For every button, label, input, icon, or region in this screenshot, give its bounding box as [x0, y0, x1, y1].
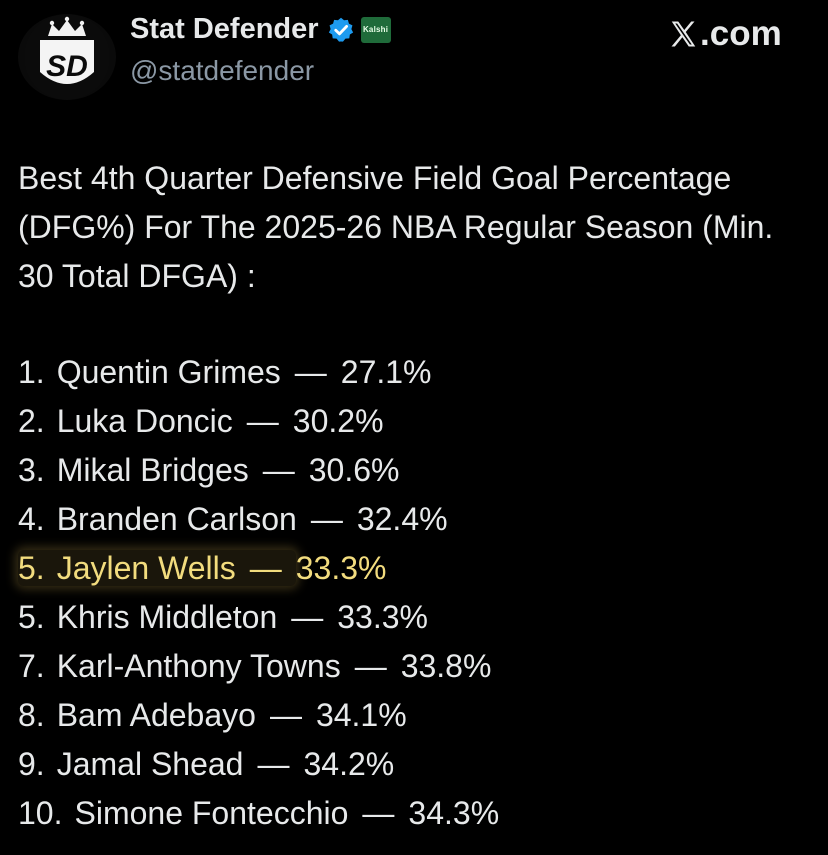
author-handle[interactable]: @statdefender [130, 55, 315, 86]
dfg-percentage: 27.1% [340, 354, 432, 390]
dfg-percentage: 34.3% [408, 795, 500, 831]
author-row: Stat Defender Kalshi [130, 13, 391, 46]
list-item: 10. Simone Fontecchio — 34.3% [18, 789, 499, 838]
player-name: Karl-Anthony Towns [56, 648, 341, 684]
highlight-span: 5. Jaylen Wells — [18, 550, 296, 586]
rank-number: 9. [18, 746, 45, 782]
list-item: 4. Branden Carlson — 32.4% [18, 495, 499, 544]
highlight-span: 2. Luka Doncic — [18, 403, 293, 439]
rank-number: 10. [18, 795, 63, 831]
highlight-span: 3. Mikal Bridges — [18, 452, 309, 488]
list-item: 3. Mikal Bridges — 30.6% [18, 446, 499, 495]
player-name: Jaylen Wells [56, 550, 236, 586]
highlight-span: 1. Quentin Grimes — [18, 354, 341, 390]
player-name: Jamal Shead [56, 746, 244, 782]
highlight-span: 8. Bam Adebayo — [18, 697, 316, 733]
player-name: Luka Doncic [56, 403, 233, 439]
rank-number: 5. [18, 599, 45, 635]
player-name: Bam Adebayo [56, 697, 256, 733]
player-name: Branden Carlson [56, 501, 297, 537]
separator-dash: — [294, 354, 327, 390]
dfg-percentage: 33.8% [400, 648, 492, 684]
separator-dash: — [362, 795, 395, 831]
avatar-logo: SD [24, 14, 110, 100]
highlight-span: 9. Jamal Shead — [18, 746, 303, 782]
list-item: 9. Jamal Shead — 34.2% [18, 740, 499, 789]
dfg-percentage: 33.3% [295, 550, 387, 586]
separator-dash: — [354, 648, 387, 684]
avatar-initials: SD [46, 50, 88, 83]
highlight-span: 4. Branden Carlson — [18, 501, 357, 537]
dfg-percentage: 34.1% [315, 697, 407, 733]
verified-badge-icon [328, 17, 353, 42]
rank-number: 7. [18, 648, 45, 684]
highlight-span: 5. Khris Middleton — [18, 599, 337, 635]
rank-number: 5. [18, 550, 45, 586]
highlight-span: 7. Karl-Anthony Towns — [18, 648, 401, 684]
separator-dash: — [262, 452, 295, 488]
dfg-percentage: 33.3% [337, 599, 428, 635]
crown-icon [48, 20, 86, 36]
separator-dash: — [291, 599, 324, 635]
separator-dash: — [257, 746, 290, 782]
dfg-percentage: 32.4% [356, 501, 448, 537]
player-name: Quentin Grimes [56, 354, 281, 390]
list-item: 2. Luka Doncic — 30.2% [18, 397, 499, 446]
rank-number: 8. [18, 697, 45, 733]
rank-number: 3. [18, 452, 45, 488]
list-item: 1. Quentin Grimes — 27.1% [18, 348, 499, 397]
player-name: Khris Middleton [56, 599, 278, 635]
separator-dash: — [249, 550, 282, 586]
dfg-percentage: 30.2% [292, 403, 384, 439]
kalshi-badge[interactable]: Kalshi [360, 16, 391, 43]
list-item: 5. Khris Middleton — 33.3% [18, 593, 499, 642]
post-headline: Best 4th Quarter Defensive Field Goal Pe… [18, 160, 774, 294]
separator-dash: — [310, 501, 343, 537]
separator-dash: — [246, 403, 279, 439]
rank-number: 2. [18, 403, 45, 439]
rank-number: 1. [18, 354, 45, 390]
dfg-percentage: 34.2% [303, 746, 395, 782]
list-item: 5. Jaylen Wells — 33.3% [18, 544, 499, 593]
list-item: 7. Karl-Anthony Towns — 33.8% [18, 642, 499, 691]
highlight-span: 10. Simone Fontecchio — [18, 795, 408, 831]
ranking-list: 1. Quentin Grimes — 27.1% 2. Luka Doncic — 30.2… [18, 348, 499, 838]
separator-dash: — [269, 697, 302, 733]
source-label: .com [700, 14, 782, 53]
dfg-percentage: 30.6% [308, 452, 400, 488]
rank-number: 4. [18, 501, 45, 537]
source-watermark: .com [668, 14, 782, 54]
player-name: Simone Fontecchio [74, 795, 349, 831]
player-name: Mikal Bridges [56, 452, 249, 488]
x-logo-icon [671, 21, 696, 47]
list-item: 8. Bam Adebayo — 34.1% [18, 691, 499, 740]
display-name[interactable]: Stat Defender [130, 13, 319, 45]
avatar[interactable]: SD [18, 14, 116, 100]
